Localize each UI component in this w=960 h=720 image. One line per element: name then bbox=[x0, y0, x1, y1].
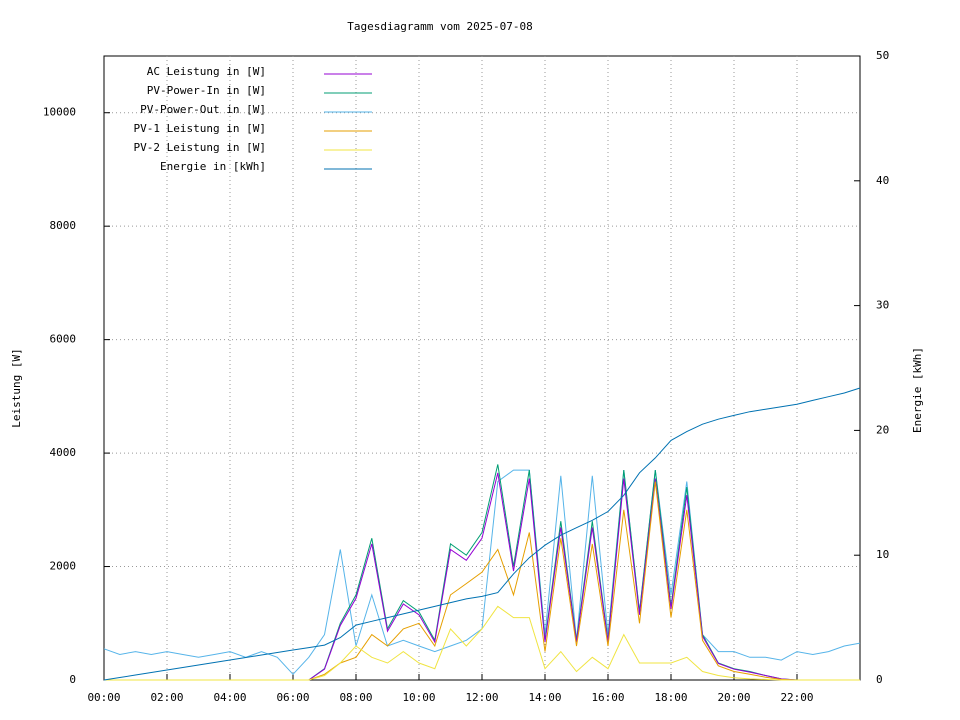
x-tick-label: 08:00 bbox=[339, 691, 372, 704]
x-tick-label: 10:00 bbox=[402, 691, 435, 704]
chart-title: Tagesdiagramm vom 2025-07-08 bbox=[347, 20, 532, 33]
legend-label: Energie in [kWh] bbox=[160, 160, 266, 173]
y2-tick-label: 10 bbox=[876, 548, 889, 561]
series-line bbox=[103, 387, 861, 681]
x-tick-label: 00:00 bbox=[87, 691, 120, 704]
y2-tick-label: 50 bbox=[876, 49, 889, 62]
x-tick-label: 06:00 bbox=[276, 691, 309, 704]
y-tick-label: 8000 bbox=[50, 219, 77, 232]
y-axis-label: Leistung [W] bbox=[10, 348, 23, 427]
y-tick-label: 4000 bbox=[50, 446, 77, 459]
y-tick-label: 10000 bbox=[43, 106, 76, 119]
legend-label: PV-Power-In in [W] bbox=[147, 84, 266, 97]
series-line bbox=[104, 605, 860, 681]
x-tick-label: 02:00 bbox=[150, 691, 183, 704]
y-tick-label: 2000 bbox=[50, 560, 77, 573]
x-tick-label: 20:00 bbox=[717, 691, 750, 704]
x-tick-label: 18:00 bbox=[654, 691, 687, 704]
y2-tick-label: 0 bbox=[876, 673, 883, 686]
y-tick-label: 0 bbox=[69, 673, 76, 686]
legend-label: AC Leistung in [W] bbox=[147, 65, 266, 78]
x-tick-label: 16:00 bbox=[591, 691, 624, 704]
x-tick-label: 12:00 bbox=[465, 691, 498, 704]
legend-label: PV-Power-Out in [W] bbox=[140, 103, 266, 116]
y2-tick-label: 40 bbox=[876, 174, 889, 187]
legend-label: PV-1 Leistung in [W] bbox=[134, 122, 266, 135]
legend-label: PV-2 Leistung in [W] bbox=[134, 141, 266, 154]
x-tick-label: 22:00 bbox=[780, 691, 813, 704]
y2-tick-label: 20 bbox=[876, 423, 889, 436]
x-tick-label: 04:00 bbox=[213, 691, 246, 704]
y2-axis-label: Energie [kWh] bbox=[911, 347, 924, 433]
x-tick-label: 14:00 bbox=[528, 691, 561, 704]
y2-tick-label: 30 bbox=[876, 299, 889, 312]
y-tick-label: 6000 bbox=[50, 333, 77, 346]
